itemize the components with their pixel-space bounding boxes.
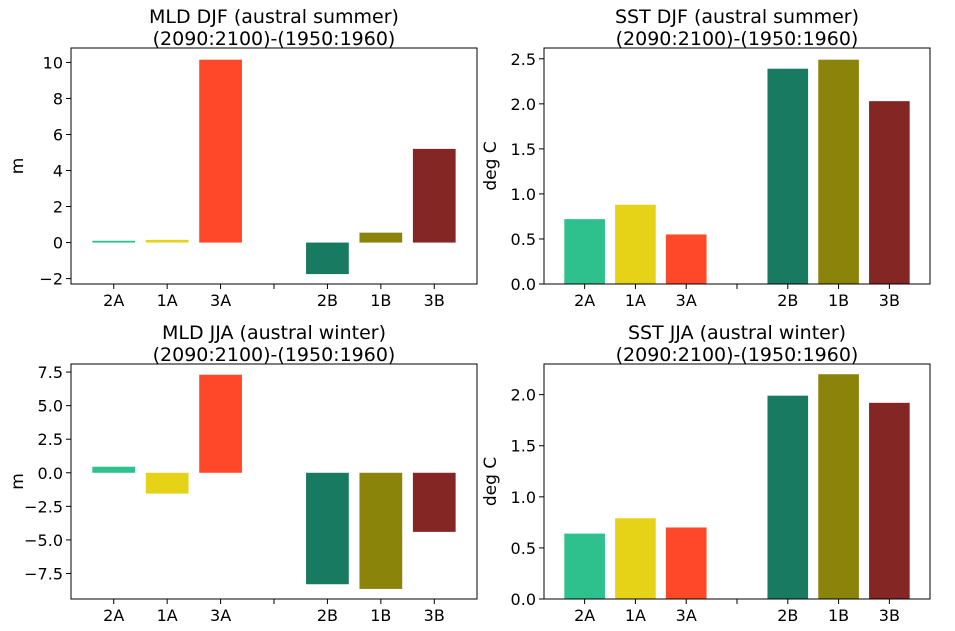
- chart-sst-jja-frame: [543, 363, 931, 600]
- chart-sst-jja-ytick-label: 0.0: [511, 590, 536, 609]
- chart-mld-djf-bar-1A: [145, 239, 189, 243]
- chart-sst-jja-ytick-label: 1.0: [511, 488, 536, 507]
- chart-sst-jja-xtick-label-3B: 3B: [879, 606, 900, 625]
- chart-mld-djf-xtick-label-3B: 3B: [424, 291, 445, 310]
- chart-mld-jja-xtick-label-2A: 2A: [103, 606, 124, 625]
- chart-sst-jja-title: SST JJA (austral winter): [628, 322, 846, 344]
- chart-sst-jja-bar-3A: [665, 527, 707, 599]
- chart-mld-djf-xtick-label-2A: 2A: [103, 291, 124, 310]
- chart-mld-djf: MLD DJF (austral summer)(2090:2100)-(195…: [8, 6, 478, 310]
- chart-mld-jja-ytick-label: 0.0: [38, 464, 63, 483]
- chart-mld-djf-frame: [70, 47, 478, 285]
- chart-mld-jja-ytick-label: −2.5: [24, 497, 63, 516]
- chart-mld-jja-ytick-label: −7.5: [24, 564, 63, 583]
- chart-sst-jja: SST JJA (austral winter)(2090:2100)-(195…: [481, 322, 931, 625]
- chart-mld-jja-ylabel: m: [8, 473, 28, 490]
- chart-mld-jja-bar-1A: [145, 472, 189, 494]
- chart-mld-djf-ytick-label: 2: [53, 198, 63, 217]
- chart-sst-jja-xtick-label-1A: 1A: [625, 606, 646, 625]
- chart-mld-djf-ytick-label: 0: [53, 234, 63, 253]
- chart-sst-djf-frame: [543, 47, 931, 285]
- chart-sst-jja-ylabel: deg C: [481, 457, 501, 506]
- chart-sst-jja-bar-2A: [564, 533, 605, 599]
- chart-mld-djf-bar-3B: [412, 148, 456, 243]
- chart-sst-jja-bar-2B: [767, 395, 809, 599]
- chart-mld-djf-ytick-label: 4: [53, 162, 63, 181]
- chart-sst-jja-ytick-label: 2.0: [511, 386, 536, 405]
- chart-mld-jja-subtitle: (2090:2100)-(1950:1960): [153, 344, 396, 366]
- chart-mld-djf-bar-3A: [199, 59, 242, 243]
- chart-sst-djf-xtick-label-2B: 2B: [777, 291, 798, 310]
- chart-mld-jja-xtick-label-3A: 3A: [210, 606, 231, 625]
- chart-mld-jja-bar-3B: [412, 472, 456, 532]
- chart-mld-djf-ylabel: m: [8, 158, 28, 175]
- chart-mld-djf-xtick-label-1A: 1A: [157, 291, 178, 310]
- chart-mld-jja-bar-3A: [199, 374, 242, 473]
- chart-sst-djf-ytick-label: 2.0: [511, 95, 536, 114]
- chart-mld-djf-ytick-label: 8: [53, 89, 63, 108]
- chart-sst-djf-bar-1A: [615, 204, 656, 284]
- chart-sst-jja-ytick-label: 0.5: [511, 539, 536, 558]
- chart-mld-djf-ytick-label: −2: [39, 270, 63, 289]
- chart-sst-jja-bar-3B: [869, 402, 910, 599]
- chart-sst-djf-subtitle: (2090:2100)-(1950:1960): [616, 28, 859, 50]
- chart-sst-djf-ylabel: deg C: [481, 141, 501, 190]
- chart-mld-djf-xtick-label-1B: 1B: [370, 291, 391, 310]
- chart-sst-jja-xtick-label-1B: 1B: [828, 606, 849, 625]
- chart-sst-djf-ytick-label: 1.0: [511, 185, 536, 204]
- chart-sst-djf: SST DJF (austral summer)(2090:2100)-(195…: [481, 6, 931, 310]
- chart-sst-djf-bar-3B: [869, 101, 910, 284]
- chart-mld-djf-title: MLD DJF (austral summer): [149, 6, 399, 28]
- chart-sst-djf-ytick-label: 0.0: [511, 275, 536, 294]
- chart-mld-jja-bar-2B: [306, 472, 349, 585]
- chart-mld-jja-xtick-label-1B: 1B: [370, 606, 391, 625]
- chart-sst-djf-bar-2A: [564, 219, 605, 284]
- chart-sst-djf-bar-3A: [665, 234, 707, 284]
- chart-sst-jja-xtick-label-2A: 2A: [574, 606, 595, 625]
- chart-mld-jja-bar-2A: [92, 466, 136, 473]
- chart-mld-jja-ytick-label: 5.0: [38, 397, 63, 416]
- chart-sst-djf-ytick-label: 0.5: [511, 230, 536, 249]
- chart-sst-djf-xtick-label-1A: 1A: [625, 291, 646, 310]
- chart-sst-djf-ytick-label: 2.5: [511, 50, 536, 69]
- chart-mld-djf-xtick-label-2B: 2B: [317, 291, 338, 310]
- chart-sst-djf-xtick-label-1B: 1B: [828, 291, 849, 310]
- chart-mld-djf-ytick-label: 10: [43, 53, 63, 72]
- chart-sst-djf-title: SST DJF (austral summer): [615, 6, 859, 28]
- chart-mld-jja-title: MLD JJA (austral winter): [162, 322, 386, 344]
- chart-sst-djf-bar-1B: [818, 59, 859, 284]
- chart-sst-jja-xtick-label-2B: 2B: [777, 606, 798, 625]
- chart-mld-jja-bar-1B: [359, 472, 403, 589]
- chart-mld-djf-xtick-label-3A: 3A: [210, 291, 231, 310]
- chart-sst-djf-xtick-label-2A: 2A: [574, 291, 595, 310]
- chart-mld-jja: MLD JJA (austral winter)(2090:2100)-(195…: [8, 322, 478, 625]
- chart-mld-jja-ytick-label: −5.0: [24, 531, 63, 550]
- chart-mld-jja-ytick-label: 2.5: [38, 430, 63, 449]
- chart-mld-jja-xtick-label-2B: 2B: [317, 606, 338, 625]
- chart-mld-djf-bar-2A: [92, 240, 136, 243]
- chart-mld-djf-ytick-label: 6: [53, 125, 63, 144]
- chart-mld-djf-bar-1B: [359, 232, 403, 243]
- chart-mld-jja-frame: [70, 363, 478, 600]
- chart-mld-djf-subtitle: (2090:2100)-(1950:1960): [153, 28, 396, 50]
- chart-sst-jja-xtick-label-3A: 3A: [676, 606, 697, 625]
- chart-sst-jja-subtitle: (2090:2100)-(1950:1960): [616, 344, 859, 366]
- chart-mld-jja-xtick-label-1A: 1A: [157, 606, 178, 625]
- chart-sst-djf-xtick-label-3B: 3B: [879, 291, 900, 310]
- chart-mld-jja-xtick-label-3B: 3B: [424, 606, 445, 625]
- chart-sst-djf-ytick-label: 1.5: [511, 140, 536, 159]
- chart-sst-jja-bar-1B: [818, 374, 859, 599]
- chart-sst-djf-xtick-label-3A: 3A: [676, 291, 697, 310]
- chart-mld-djf-bar-2B: [306, 242, 349, 275]
- chart-mld-jja-ytick-label: 7.5: [38, 363, 63, 382]
- chart-sst-jja-bar-1A: [615, 518, 656, 599]
- chart-sst-jja-ytick-label: 1.5: [511, 437, 536, 456]
- chart-sst-djf-bar-2B: [767, 68, 809, 284]
